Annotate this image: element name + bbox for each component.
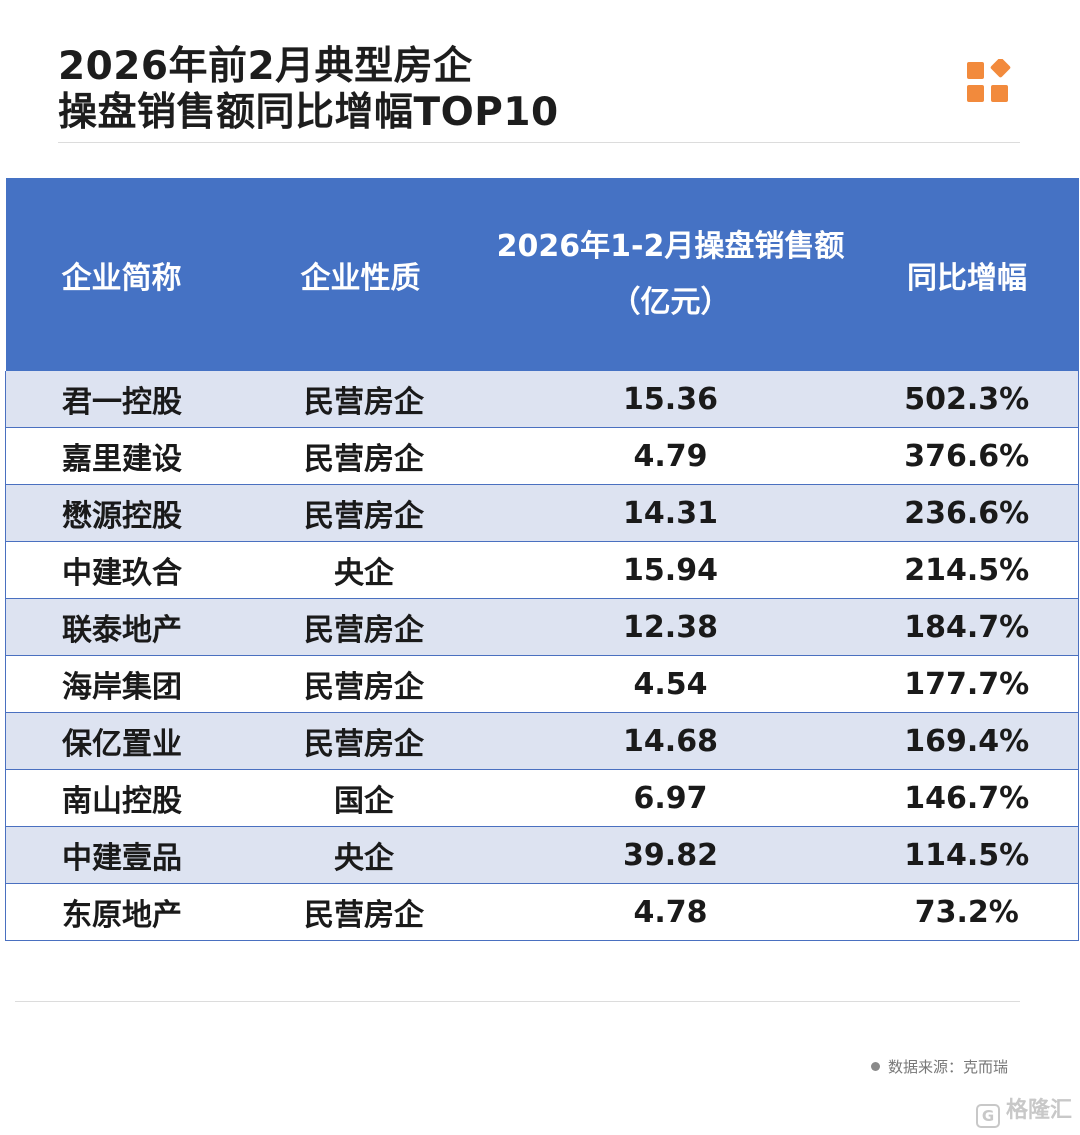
company-nature-cell: 央企 [242, 541, 486, 599]
sales-value-cell: 15.94 [485, 541, 856, 599]
header-sales-label: 2026年1-2月操盘销售额 [496, 228, 845, 264]
company-name-cell: 海岸集团 [5, 655, 243, 713]
sales-value-cell: 4.79 [485, 427, 856, 485]
growth-value-cell: 214.5% [855, 541, 1079, 599]
header-nature: 企业性质 [242, 178, 486, 371]
company-nature-label: 民营房企 [304, 727, 424, 762]
growth-value-cell: 146.7% [855, 769, 1079, 827]
company-nature-cell: 民营房企 [242, 484, 486, 542]
table-row: 君一控股 民营房企 15.36 502.3% [5, 371, 1079, 428]
page-title-line-2: 操盘销售额同比增幅TOP10 [58, 90, 559, 135]
company-nature-label: 央企 [334, 841, 394, 876]
growth-value-cell: 236.6% [855, 484, 1079, 542]
company-nature-cell: 民营房企 [242, 655, 486, 713]
bullet-dot-icon [870, 1062, 880, 1071]
company-name-cell: 中建壹品 [5, 826, 243, 884]
growth-value-cell: 73.2% [855, 883, 1079, 941]
source-text: 数据来源：克而瑞 [887, 1058, 1008, 1076]
source-note: 数据来源：克而瑞 [870, 1056, 1008, 1077]
company-nature-label: 民营房企 [304, 613, 424, 648]
company-name-cell: 嘉里建设 [5, 427, 243, 485]
growth-value-cell: 177.7% [855, 655, 1079, 713]
header-sales-unit: （亿元） [610, 284, 731, 320]
company-nature-cell: 央企 [242, 826, 486, 884]
title-divider [58, 142, 1020, 143]
orange-blocks-logo-icon [967, 59, 1011, 102]
table-row: 海岸集团 民营房企 4.54 177.7% [5, 655, 1079, 713]
company-name-cell: 东原地产 [5, 883, 243, 941]
company-name-cell: 君一控股 [5, 371, 243, 428]
page-title-line-1: 2026年前2月典型房企 [58, 44, 473, 89]
table-row: 联泰地产 民营房企 12.38 184.7% [5, 598, 1079, 656]
company-nature-label: 民营房企 [304, 898, 424, 933]
growth-value-cell: 184.7% [855, 598, 1079, 656]
data-table: 企业简称 企业性质 2026年1-2月操盘销售额 （亿元） 同比增幅 君一控股民… [5, 178, 1079, 941]
table-row: 东原地产 民营房企 4.78 73.2% [5, 883, 1079, 941]
header-name: 企业简称 [5, 178, 243, 371]
company-nature-label: 民营房企 [304, 670, 424, 705]
company-name-cell: 懋源控股 [5, 484, 243, 542]
table-row: 中建壹品 央企 39.82 114.5% [5, 826, 1079, 884]
table-row: 中建玖合 央企 15.94 214.5% [5, 541, 1079, 599]
company-nature-label: 民营房企 [304, 442, 424, 477]
sales-value-cell: 14.68 [485, 712, 856, 770]
company-nature-cell: 民营房企 [242, 712, 486, 770]
brand-watermark: G 格隆汇 [975, 1092, 1072, 1128]
company-nature-cell: 民营房企 [242, 371, 486, 428]
company-nature-cell: 民营房企 [242, 427, 486, 485]
sales-value-cell: 39.82 [485, 826, 856, 884]
table-header-row: 企业简称 企业性质 2026年1-2月操盘销售额 （亿元） 同比增幅 [5, 178, 1079, 371]
company-name-cell: 南山控股 [5, 769, 243, 827]
company-nature-label: 民营房企 [304, 385, 424, 420]
sales-value-cell: 12.38 [485, 598, 856, 656]
company-nature-cell: 民营房企 [242, 598, 486, 656]
sales-value-cell: 14.31 [485, 484, 856, 542]
company-name-cell: 中建玖合 [5, 541, 243, 599]
footer-divider [15, 1001, 1020, 1002]
growth-value-cell: 114.5% [855, 826, 1079, 884]
table-row: 保亿置业 民营房企 14.68 169.4% [5, 712, 1079, 770]
company-nature-label: 央企 [334, 556, 394, 591]
sales-value-cell: 4.54 [485, 655, 856, 713]
header-growth: 同比增幅 [855, 178, 1079, 371]
table-row: 南山控股 国企 6.97 146.7% [5, 769, 1079, 827]
sales-value-cell: 4.78 [485, 883, 856, 941]
sales-value-cell: 6.97 [485, 769, 856, 827]
table-row: 嘉里建设 民营房企 4.79 376.6% [5, 427, 1079, 485]
company-nature-cell: 民营房企 [242, 883, 486, 941]
table-row: 懋源控股 民营房企 14.31 236.6% [5, 484, 1079, 542]
company-name-cell: 保亿置业 [5, 712, 243, 770]
company-name-cell: 联泰地产 [5, 598, 243, 656]
growth-value-cell: 376.6% [855, 427, 1079, 485]
company-nature-label: 民营房企 [304, 499, 424, 534]
brand-g-logo-icon: G [975, 1104, 1000, 1128]
company-nature-cell: 国企 [242, 769, 486, 827]
header-sales: 2026年1-2月操盘销售额 （亿元） [485, 178, 856, 371]
table-body: 君一控股 民营房企 15.36 502.3% 嘉里建设 民营房企 4.79 376.6% 懋源控… [5, 371, 1079, 941]
brand-text: 格隆汇 [1005, 1098, 1072, 1123]
title-block: 2026年前2月典型房企 操盘销售额同比增幅TOP10 [58, 44, 559, 136]
growth-value-cell: 502.3% [855, 371, 1079, 428]
growth-value-cell: 169.4% [855, 712, 1079, 770]
sales-value-cell: 15.36 [485, 371, 856, 428]
company-nature-label: 国企 [334, 784, 394, 819]
